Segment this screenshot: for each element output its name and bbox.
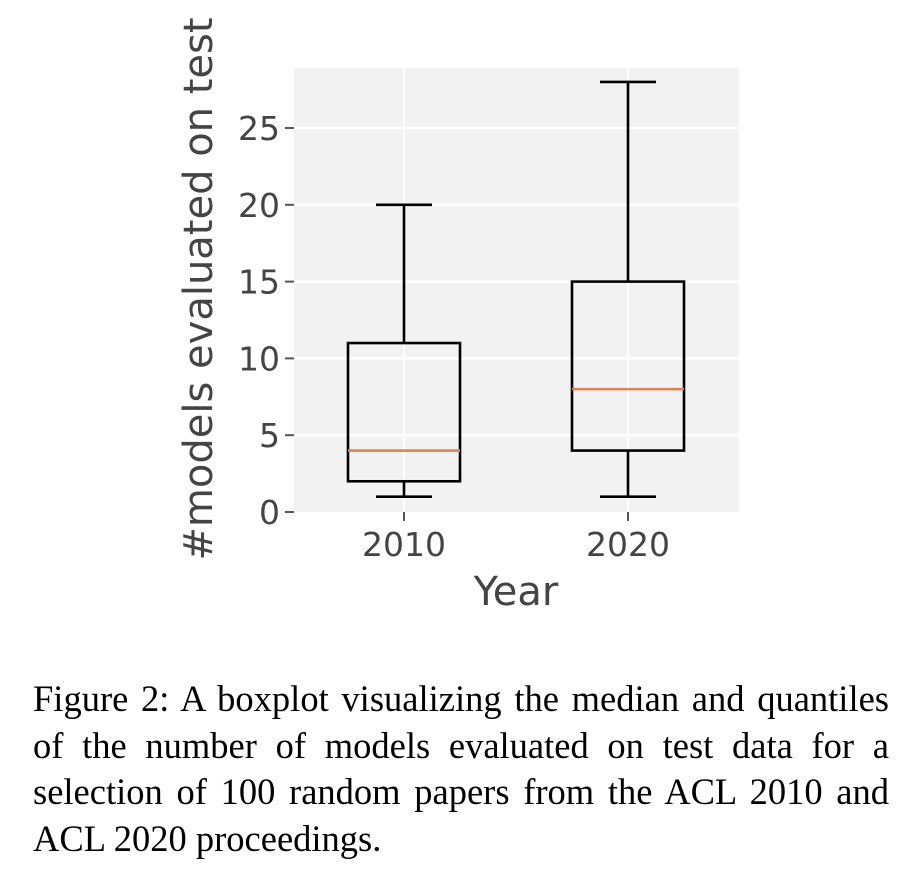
x-tick-label: 2010 bbox=[362, 525, 446, 564]
box-iqr bbox=[346, 341, 462, 483]
y-tick-label: 10 bbox=[238, 339, 280, 378]
x-tick-label: 2020 bbox=[586, 525, 670, 564]
box-2020 bbox=[570, 80, 686, 498]
y-tick-label: 5 bbox=[259, 416, 280, 455]
y-tick-label: 0 bbox=[259, 493, 280, 532]
plot-area bbox=[294, 68, 739, 512]
x-axis-label: Year bbox=[473, 569, 559, 615]
y-tick-label: 20 bbox=[238, 186, 280, 225]
y-tick-label: 25 bbox=[238, 109, 280, 148]
box-2010 bbox=[346, 203, 462, 498]
y-tick-label: 15 bbox=[238, 263, 280, 302]
boxplot-chart: 0 5 10 15 20 25 2010 2020 Year #models evaluate… bbox=[176, 17, 739, 615]
box-iqr bbox=[570, 280, 686, 452]
boxes bbox=[346, 80, 686, 498]
figure-caption: Figure 2: A boxplot visualizing the medi… bbox=[33, 678, 889, 859]
axes: 0 5 10 15 20 25 2010 2020 bbox=[238, 109, 670, 564]
y-axis-label: #models evaluated on test bbox=[176, 17, 222, 560]
